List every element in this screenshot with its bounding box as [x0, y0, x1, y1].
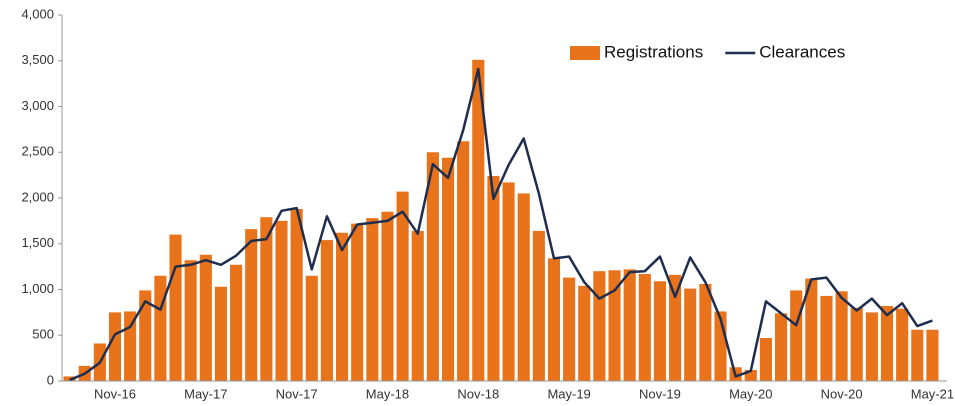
bar — [517, 193, 530, 381]
x-tick-label: May-17 — [184, 386, 227, 401]
bar — [638, 273, 651, 381]
bar — [63, 376, 76, 381]
bar — [669, 274, 682, 381]
bar — [608, 270, 621, 381]
legend-swatch — [570, 46, 600, 60]
bar — [547, 258, 561, 381]
bar — [926, 329, 939, 381]
x-tick-label: May-20 — [729, 386, 772, 401]
bar — [653, 281, 667, 381]
legend-label: Registrations — [604, 42, 703, 61]
bar — [472, 59, 485, 382]
bar — [411, 230, 424, 381]
bar — [245, 229, 258, 381]
y-tick-label: 4,000 — [21, 6, 54, 21]
bar — [532, 230, 545, 381]
bar — [381, 211, 394, 381]
bar — [699, 284, 712, 381]
x-tick-label: Nov-16 — [94, 386, 136, 401]
bar — [820, 295, 833, 381]
bar — [275, 220, 288, 381]
bar — [154, 275, 167, 381]
bar — [487, 176, 500, 381]
x-tick-label: May-19 — [547, 386, 590, 401]
bar — [457, 141, 470, 381]
bar — [169, 234, 182, 381]
y-tick-label: 500 — [32, 327, 54, 342]
bar — [850, 307, 863, 381]
bar — [880, 305, 894, 381]
bar — [744, 370, 757, 381]
x-tick-label: Nov-20 — [821, 386, 863, 401]
bar — [351, 223, 364, 381]
bar — [896, 308, 909, 381]
x-tick-label: May-18 — [366, 386, 409, 401]
bar — [790, 290, 803, 381]
y-tick-label: 3,000 — [21, 98, 54, 113]
bar — [199, 254, 212, 381]
bar — [835, 291, 848, 381]
bar — [320, 240, 333, 381]
bar — [396, 191, 409, 381]
y-tick-label: 3,500 — [21, 52, 54, 67]
y-tick-label: 0 — [47, 372, 54, 387]
bar — [184, 260, 197, 381]
bar — [502, 182, 515, 381]
bar — [759, 337, 772, 381]
bar — [260, 217, 273, 381]
line — [69, 67, 933, 382]
bar — [865, 312, 878, 381]
x-tick-label: Nov-18 — [457, 386, 499, 401]
y-tick-label: 2,500 — [21, 144, 54, 159]
bar — [774, 313, 788, 381]
bar — [305, 275, 318, 381]
bar — [230, 264, 243, 381]
bar — [426, 152, 439, 381]
bar — [563, 277, 576, 381]
bar — [108, 312, 122, 381]
legend-label: Clearances — [759, 42, 845, 61]
x-tick-label: Nov-17 — [276, 386, 318, 401]
y-tick-label: 1,500 — [21, 235, 54, 250]
y-tick-label: 1,000 — [21, 281, 54, 296]
x-tick-label: May-21 — [911, 386, 954, 401]
bar — [593, 271, 606, 381]
bar — [805, 278, 818, 381]
bar — [623, 269, 636, 381]
bar — [578, 285, 591, 381]
bar — [139, 290, 152, 381]
bar — [335, 232, 349, 381]
y-tick-label: 2,000 — [21, 189, 54, 204]
bar — [684, 288, 697, 381]
bar — [911, 329, 924, 381]
bar — [214, 286, 228, 381]
bar — [366, 218, 379, 381]
x-tick-label: Nov-19 — [639, 386, 681, 401]
bar — [290, 208, 303, 381]
bar — [441, 157, 455, 381]
